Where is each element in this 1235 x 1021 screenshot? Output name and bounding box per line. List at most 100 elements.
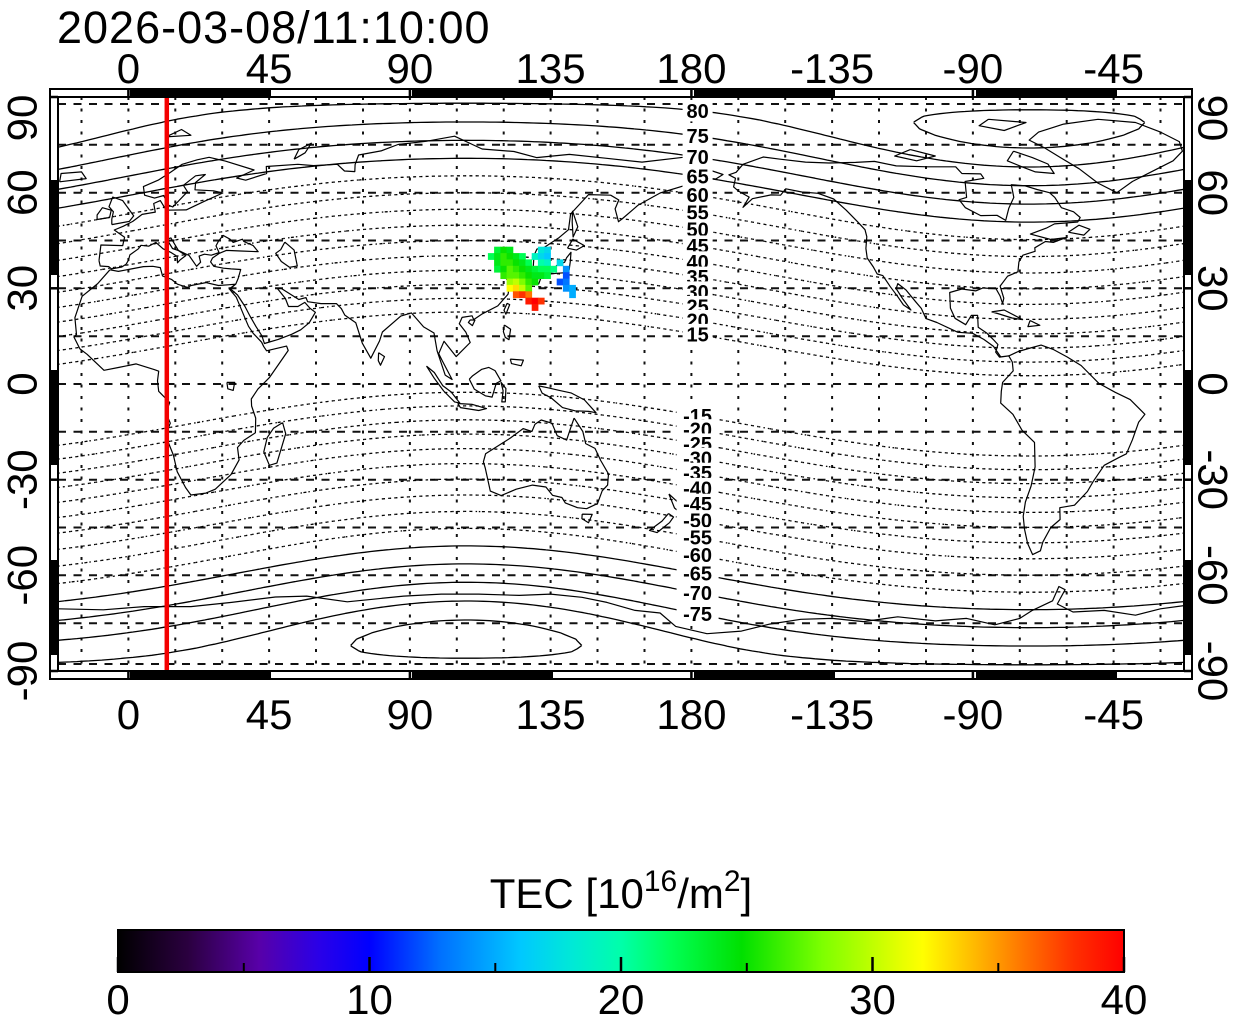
tec-cell — [506, 265, 514, 273]
tec-cell — [494, 253, 501, 260]
contour-label: 75 — [686, 126, 708, 148]
lon-tick-label-top: -45 — [1083, 45, 1144, 92]
tec-cell — [531, 297, 539, 305]
tec-cell — [506, 284, 514, 292]
contour-label-bg — [676, 544, 719, 566]
frame-segment-left — [50, 180, 58, 275]
frame-segment-bottom — [694, 671, 835, 679]
contour-label-bg — [682, 100, 713, 122]
frame-segment-bottom — [412, 671, 553, 679]
timestamp-title: 2026-03-08/11:10:00 — [57, 2, 491, 53]
tec-cell — [544, 253, 551, 260]
latlon-grid — [58, 97, 1184, 671]
contour-label: -75 — [683, 604, 712, 626]
tec-cell — [519, 259, 526, 267]
map-frame — [49, 88, 1193, 680]
tec-cell — [569, 291, 576, 299]
frame-segment-top — [130, 89, 271, 97]
tec-cell — [494, 246, 501, 254]
lon-tick-label-top: 0 — [117, 45, 140, 92]
tec-cell — [506, 259, 514, 267]
tec-cell — [544, 265, 551, 273]
tec-cell — [562, 272, 570, 279]
tec-cell — [494, 259, 501, 267]
tec-cell — [512, 253, 520, 260]
tec-cell — [531, 272, 539, 279]
contour-label-bg — [676, 477, 719, 499]
colorbar-tick-label: 30 — [849, 976, 896, 1021]
contour-label-bg — [676, 603, 719, 625]
top-longitude-axis-labels: 0 45 90 135 180 -135 -90 -45 — [117, 45, 1144, 92]
lat-tick-label-left: 30 — [0, 265, 46, 312]
lon-tick-label-bottom: -135 — [790, 691, 874, 738]
tec-cell — [525, 291, 533, 299]
right-latitude-axis-labels: 90 60 30 0 -30 -60 -90 — [1189, 95, 1235, 702]
tec-cell — [512, 278, 520, 286]
colorbar-tick-label: 20 — [598, 976, 645, 1021]
contour-label-bg — [682, 166, 713, 188]
frame-segment-right — [1184, 560, 1192, 655]
colorbar: 0 10 20 30 40 TEC [1016/m2] — [106, 865, 1147, 1021]
tec-cell — [512, 272, 520, 279]
tec-cell — [525, 265, 533, 273]
tec-cell — [519, 284, 526, 292]
contour-label: -70 — [683, 583, 712, 605]
dip-contours-dotted — [58, 175, 1184, 593]
tec-cell — [562, 284, 570, 292]
tec-cell — [537, 259, 545, 267]
contour-label: -65 — [683, 564, 712, 586]
tec-cell — [562, 265, 570, 273]
contour-label: 65 — [686, 167, 708, 189]
tec-cell — [550, 265, 558, 273]
contour-label-bg — [682, 202, 713, 224]
tec-cell — [544, 272, 551, 279]
lon-tick-label-top: 45 — [246, 45, 293, 92]
lat-tick-label-right: 60 — [1189, 169, 1235, 216]
frame-segment-bottom — [130, 671, 271, 679]
tec-cell — [531, 278, 539, 286]
lon-tick-label-top: 135 — [516, 45, 586, 92]
contour-label-bg — [676, 493, 719, 515]
magnetic-dip-contours — [58, 102, 1184, 666]
lon-tick-label-bottom: 135 — [516, 691, 586, 738]
lon-tick-label-bottom: 180 — [656, 691, 726, 738]
lon-tick-label-top: 180 — [656, 45, 726, 92]
colorbar-title: TEC [1016/m2] — [490, 865, 752, 917]
frame-segment-top — [694, 89, 835, 97]
tec-cell — [525, 278, 533, 286]
contour-label-bg — [682, 184, 713, 206]
tec-cell — [525, 297, 533, 305]
tec-cell — [537, 246, 545, 254]
lat-tick-label-left: 0 — [0, 372, 46, 395]
contour-label-bg — [676, 527, 719, 549]
lon-tick-label-bottom: 0 — [117, 691, 140, 738]
colorbar-tick-label: 10 — [346, 976, 393, 1021]
tec-cell — [500, 253, 508, 260]
tec-data-layer — [487, 246, 576, 311]
tec-cell — [556, 278, 564, 286]
tec-cell — [544, 246, 551, 254]
tec-cell — [519, 291, 526, 299]
tec-cell — [525, 272, 533, 279]
tec-cell — [512, 259, 520, 267]
colorbar-ticks — [116, 957, 1126, 972]
contour-label-bg — [676, 582, 719, 604]
tec-cell — [531, 304, 539, 311]
lon-tick-label-top: -90 — [943, 45, 1004, 92]
contour-label-bg — [682, 219, 713, 241]
lat-tick-label-right: 30 — [1189, 265, 1235, 312]
contour-label: -60 — [683, 545, 712, 567]
tec-cell — [531, 265, 539, 273]
lon-tick-label-bottom: 45 — [246, 691, 293, 738]
tec-cell — [500, 259, 508, 267]
contour-label: 80 — [686, 101, 708, 123]
lat-tick-label-left: -90 — [0, 641, 46, 702]
lon-tick-label-top: 90 — [387, 45, 434, 92]
tec-cell — [512, 291, 520, 299]
contour-label-bg — [682, 125, 713, 147]
lon-tick-label-bottom: -45 — [1083, 691, 1144, 738]
tec-cell — [487, 253, 495, 260]
tec-cell — [500, 272, 508, 279]
